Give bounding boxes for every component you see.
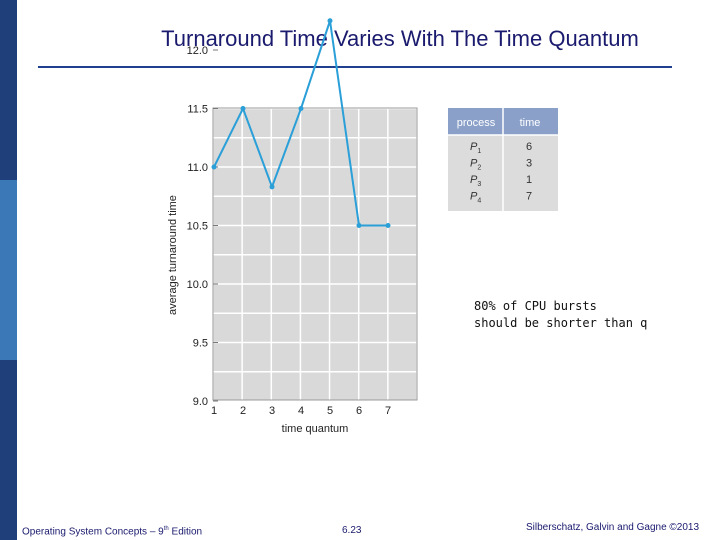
table-rows: P1 6P2 3P3 1P4 7: [470, 141, 532, 205]
slide-title: Turnaround Time Varies With The Time Qua…: [161, 26, 639, 51]
plot-border: [212, 107, 418, 401]
left-sidebar-bar: [0, 0, 17, 540]
sidebar-segment-bottom: [0, 360, 17, 540]
table-cell-time: 6: [526, 141, 532, 153]
x-tick-label: 1: [211, 405, 217, 417]
footer-book-title: Operating System Concepts – 9th Edition: [22, 526, 202, 537]
data-point: [356, 223, 362, 228]
y-tick-labels: 9.09.510.010.511.011.512.012.5: [187, 45, 218, 408]
y-axis-label: average turnaround time: [167, 195, 179, 315]
table-header-process: process: [457, 117, 496, 129]
table-cell-process: P3: [470, 174, 481, 188]
annotation-line-2: should be shorter than q: [474, 316, 648, 330]
data-point: [298, 106, 304, 111]
x-tick-label: 2: [240, 405, 246, 417]
table-cell-process-subscript: 1: [477, 148, 481, 155]
table-cell-process: P1: [470, 141, 481, 155]
y-tick-label: 11.5: [187, 104, 208, 116]
x-tick-label: 7: [385, 405, 391, 417]
y-tick-label: 10.5: [187, 221, 208, 233]
footer-book-title-text: Operating System Concepts – 9: [22, 526, 164, 538]
y-tick-label: 9.5: [193, 338, 208, 350]
x-tick-labels: 1 2 3 4 5 6 7: [211, 405, 391, 417]
data-point: [385, 223, 391, 228]
footer-copyright: Silberschatz, Galvin and Gagne ©2013: [526, 522, 700, 533]
data-point: [327, 18, 333, 24]
table-cell-time: 1: [526, 174, 532, 186]
footer-book-title-sup: th: [163, 526, 169, 532]
annotation-text: 80% of CPU bursts should be shorter than…: [474, 298, 647, 332]
series-points: [211, 18, 391, 228]
title-divider: [38, 66, 672, 68]
sidebar-segment-middle: [0, 180, 17, 360]
y-tick-label: 12.0: [187, 45, 208, 57]
sidebar-segment-top: [0, 0, 17, 180]
x-axis-label: time quantum: [282, 423, 349, 435]
footer-page-number: 6.23: [342, 525, 362, 536]
table-cell-process: P4: [470, 191, 481, 205]
table-cell-time: 3: [526, 158, 532, 170]
data-point: [211, 164, 217, 170]
table-cell-process-subscript: 3: [477, 181, 481, 188]
y-tick-label: 9.0: [193, 396, 208, 408]
table-cell-process-subscript: 2: [477, 165, 481, 172]
footer-book-title-edition: Edition: [168, 526, 203, 538]
table-header-time: time: [520, 117, 541, 129]
x-tick-label: 4: [298, 405, 304, 417]
data-point: [269, 184, 275, 190]
table-cell-process-subscript: 4: [477, 198, 481, 205]
x-tick-label: 3: [269, 405, 275, 417]
table-cell-time: 7: [526, 191, 532, 203]
y-tick-label: 10.0: [187, 279, 208, 291]
data-point: [240, 106, 246, 111]
process-table: process time P1 6P2 3P3 1P4 7: [448, 108, 558, 211]
x-tick-label: 6: [356, 405, 362, 417]
x-tick-label: 5: [327, 405, 333, 417]
y-tick-label: 11.0: [187, 162, 208, 174]
table-cell-process: P2: [470, 158, 481, 172]
annotation-line-1: 80% of CPU bursts: [474, 299, 597, 313]
